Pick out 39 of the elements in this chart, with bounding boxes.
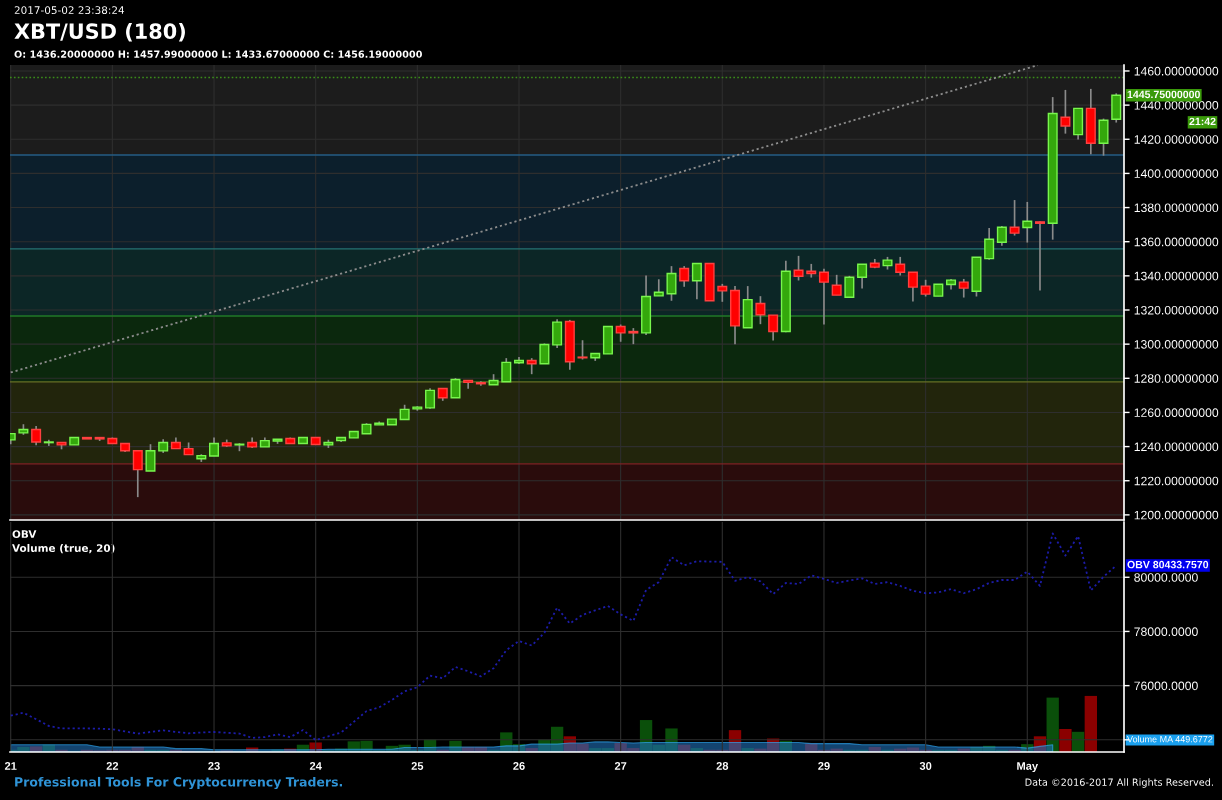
y-tick-label: 1340.00000000 (1134, 271, 1219, 281)
x-tick-label: 29 (818, 762, 830, 770)
x-tick-label: 25 (411, 762, 424, 770)
y-tick-label: 1280.00000000 (1134, 374, 1219, 383)
x-tick-label: 24 (309, 762, 322, 770)
y-tick-label: 1240.00000000 (1134, 442, 1219, 452)
y-tick-label: 78000.0000 (1134, 627, 1198, 636)
x-tick-label: 30 (919, 762, 932, 770)
annotation: 1445.75000000 (1127, 90, 1200, 99)
y-tick-label: 1440.00000000 (1134, 101, 1219, 110)
x-tick-label: 27 (614, 762, 627, 770)
y-tick-label: 1360.00000000 (1134, 237, 1219, 247)
text: Data ©2016-2017 All Rights Reserved. (1025, 778, 1213, 788)
y-tick-label: 1460.00000000 (1134, 66, 1219, 76)
y-tick-label: 1220.00000000 (1134, 476, 1219, 486)
x-tick-label: 26 (513, 762, 525, 770)
chart-subtitle: O: 1436.20000000 H: 1457.99000000 L: 1433.67000000 C: 1456.19000000 (14, 50, 422, 58)
y-tick-label: 76000.0000 (1134, 681, 1198, 691)
text: Volume MA 449.6772 (1127, 735, 1213, 743)
x-tick-label: 23 (208, 762, 220, 770)
x-tick-label: May (1017, 762, 1039, 773)
y-tick-label: 1300.00000000 (1134, 340, 1219, 349)
x-tick-label: 21 (4, 762, 17, 770)
chart-title: Volume (true, 20) (12, 543, 115, 554)
chart-title: XBT/USD (180) (14, 22, 185, 42)
x-tick-label: 28 (716, 762, 729, 770)
y-tick-label: 1200.00000000 (1134, 510, 1219, 520)
y-tick-label: 1260.00000000 (1134, 408, 1219, 417)
text: 21:42 (1189, 117, 1216, 126)
y-tick-label: 80000.0000 (1134, 573, 1198, 582)
annotation: OBV 80433.7570 (1127, 560, 1209, 569)
x-tick-label: 22 (106, 762, 119, 770)
text: OBV (12, 530, 37, 539)
y-tick-label: 1320.00000000 (1134, 305, 1219, 315)
y-tick-label: 1400.00000000 (1134, 169, 1219, 178)
text: 2017-05-02 23:38:24 (14, 6, 125, 15)
text: Professional Tools For Cryptocurrency Traders. (15, 776, 342, 790)
y-tick-label: 1420.00000000 (1134, 135, 1219, 144)
y-tick-label: 1380.00000000 (1134, 203, 1219, 213)
